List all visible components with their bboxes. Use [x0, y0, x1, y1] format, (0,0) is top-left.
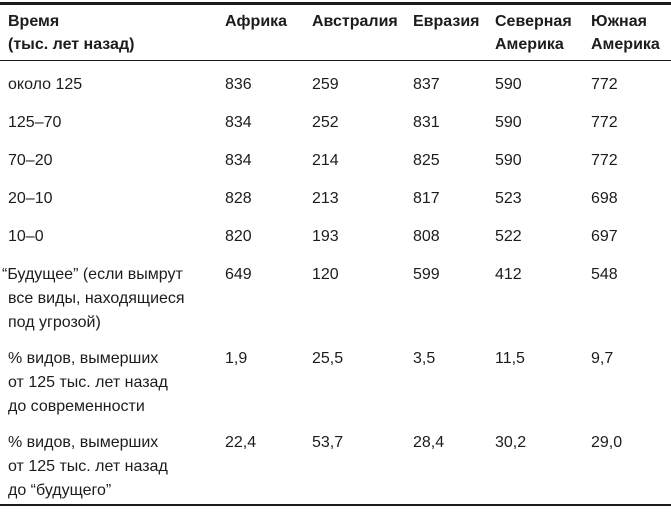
- cell-value: 11,5: [495, 349, 525, 367]
- cell-value: 834: [225, 113, 252, 131]
- table-row: % видов, вымерших от 125 тыс. лет назад …: [0, 419, 671, 505]
- table-row: 70–20 834 214 825 590 772: [0, 137, 671, 175]
- column-header-south-america: Южная Америка: [583, 3, 671, 61]
- row-label-text: под угрозой): [8, 313, 101, 331]
- cell-value: 772: [591, 151, 618, 169]
- row-label: 125–70: [0, 99, 217, 137]
- column-header-time-line1: Время: [8, 13, 60, 30]
- cell-value: 836: [225, 76, 252, 93]
- column-header-australia: Австралия: [304, 3, 405, 61]
- cell-value: 548: [591, 265, 618, 283]
- cell-value: 3,5: [413, 349, 436, 367]
- cell-value: 28,4: [413, 433, 445, 451]
- table-row: 10–0 820 193 808 522 697: [0, 213, 671, 251]
- cell-value: 53,7: [312, 433, 344, 451]
- row-label: % видов, вымерших от 125 тыс. лет назад …: [0, 335, 217, 419]
- table-row: “Будущее” (если вымрут все виды, находящ…: [0, 251, 671, 335]
- cell-value: 25,5: [312, 349, 344, 367]
- cell-value: 599: [413, 265, 440, 283]
- cell-value: 649: [225, 265, 252, 283]
- column-header-time-line2: (тыс. лет назад): [8, 36, 135, 53]
- cell-value: 522: [495, 227, 522, 245]
- row-label-text: % видов, вымерших: [8, 433, 159, 451]
- table-row: 20–10 828 213 817 523 698: [0, 175, 671, 213]
- cell-value: 834: [225, 151, 252, 169]
- cell-value: 825: [413, 151, 440, 169]
- row-label-text: до современности: [8, 397, 145, 415]
- cell-value: 29,0: [591, 433, 623, 451]
- column-header-eurasia: Евразия: [405, 3, 487, 61]
- cell-value: 30,2: [495, 433, 527, 451]
- row-label: около 125: [0, 61, 217, 99]
- row-label-text: все виды, находящиеся: [8, 289, 185, 307]
- row-label: 20–10: [0, 175, 217, 213]
- row-label: 70–20: [0, 137, 217, 175]
- cell-value: 817: [413, 189, 440, 207]
- cell-value: 523: [495, 189, 522, 207]
- column-header-north-america: Северная Америка: [487, 3, 583, 61]
- cell-value: 590: [495, 151, 522, 169]
- cell-value: 259: [312, 76, 339, 93]
- row-label: % видов, вымерших от 125 тыс. лет назад …: [0, 419, 217, 505]
- row-label-text: до “будущего”: [8, 481, 112, 499]
- cell-value: 698: [591, 189, 618, 207]
- row-label: “Будущее” (если вымрут все виды, находящ…: [0, 251, 217, 335]
- column-header-africa: Африка: [217, 3, 304, 61]
- row-label-text: от 125 тыс. лет назад: [8, 457, 168, 475]
- table-row: около 125 836 259 837 590 772: [0, 61, 671, 99]
- cell-value: 697: [591, 227, 618, 245]
- cell-value: 22,4: [225, 433, 257, 451]
- table-row: % видов, вымерших от 125 тыс. лет назад …: [0, 335, 671, 419]
- cell-value: 193: [312, 227, 339, 245]
- cell-value: 213: [312, 189, 339, 207]
- cell-value: 772: [591, 76, 618, 93]
- megafauna-extinction-table: Время (тыс. лет назад) Африка Австралия …: [0, 2, 671, 506]
- cell-value: 828: [225, 189, 252, 207]
- cell-value: 590: [495, 76, 522, 93]
- cell-value: 590: [495, 113, 522, 131]
- table-header-row: Время (тыс. лет назад) Африка Австралия …: [0, 3, 671, 61]
- cell-value: 837: [413, 76, 440, 93]
- row-label-text: % видов, вымерших: [8, 349, 159, 367]
- cell-value: 1,9: [225, 349, 248, 367]
- row-label: 10–0: [0, 213, 217, 251]
- row-label-text: около 125: [8, 76, 83, 93]
- column-header-time: Время (тыс. лет назад): [0, 3, 217, 61]
- row-label-text: 20–10: [8, 189, 53, 207]
- table-row: 125–70 834 252 831 590 772: [0, 99, 671, 137]
- cell-value: 214: [312, 151, 339, 169]
- row-label-text: 10–0: [8, 227, 44, 245]
- row-label-text: 125–70: [8, 113, 62, 131]
- row-label-text: 70–20: [8, 151, 53, 169]
- cell-value: 252: [312, 113, 339, 131]
- row-label-text: от 125 тыс. лет назад: [8, 373, 168, 391]
- cell-value: 808: [413, 227, 440, 245]
- cell-value: 820: [225, 227, 252, 245]
- cell-value: 9,7: [591, 349, 614, 367]
- cell-value: 831: [413, 113, 440, 131]
- cell-value: 412: [495, 265, 522, 283]
- cell-value: 120: [312, 265, 339, 283]
- row-label-text: “Будущее” (если вымрут: [2, 265, 183, 283]
- cell-value: 772: [591, 113, 618, 131]
